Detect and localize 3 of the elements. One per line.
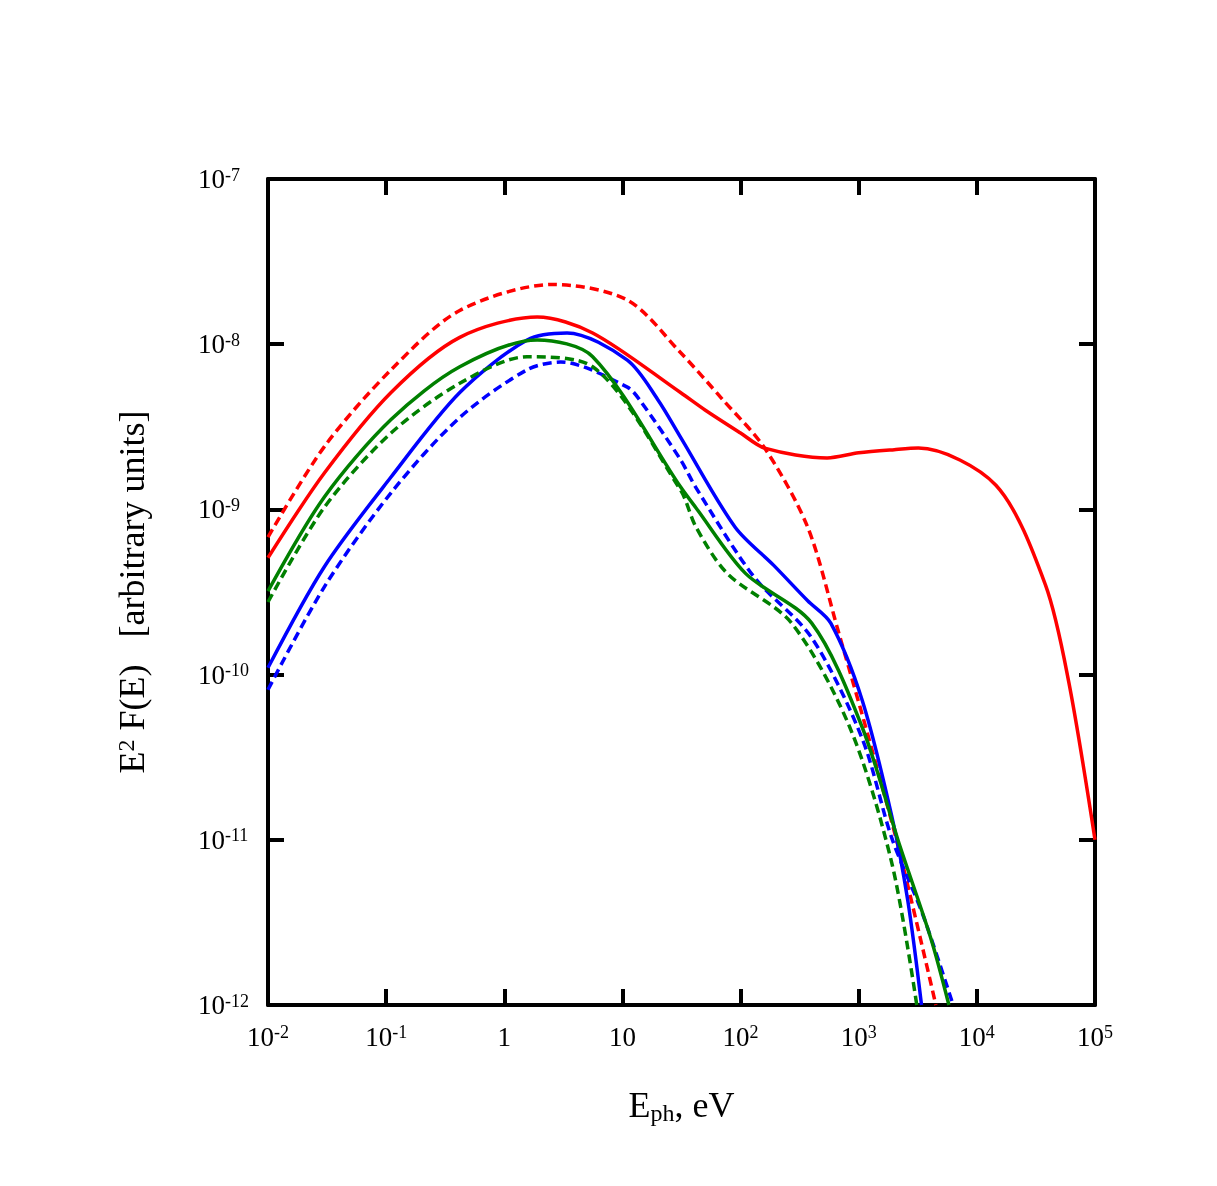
y-axis-title: E2 F(E) [arbitrary units] (112, 410, 152, 774)
x-tick-label: 1 (497, 1021, 512, 1052)
x-tick-label: 10 (608, 1021, 636, 1052)
